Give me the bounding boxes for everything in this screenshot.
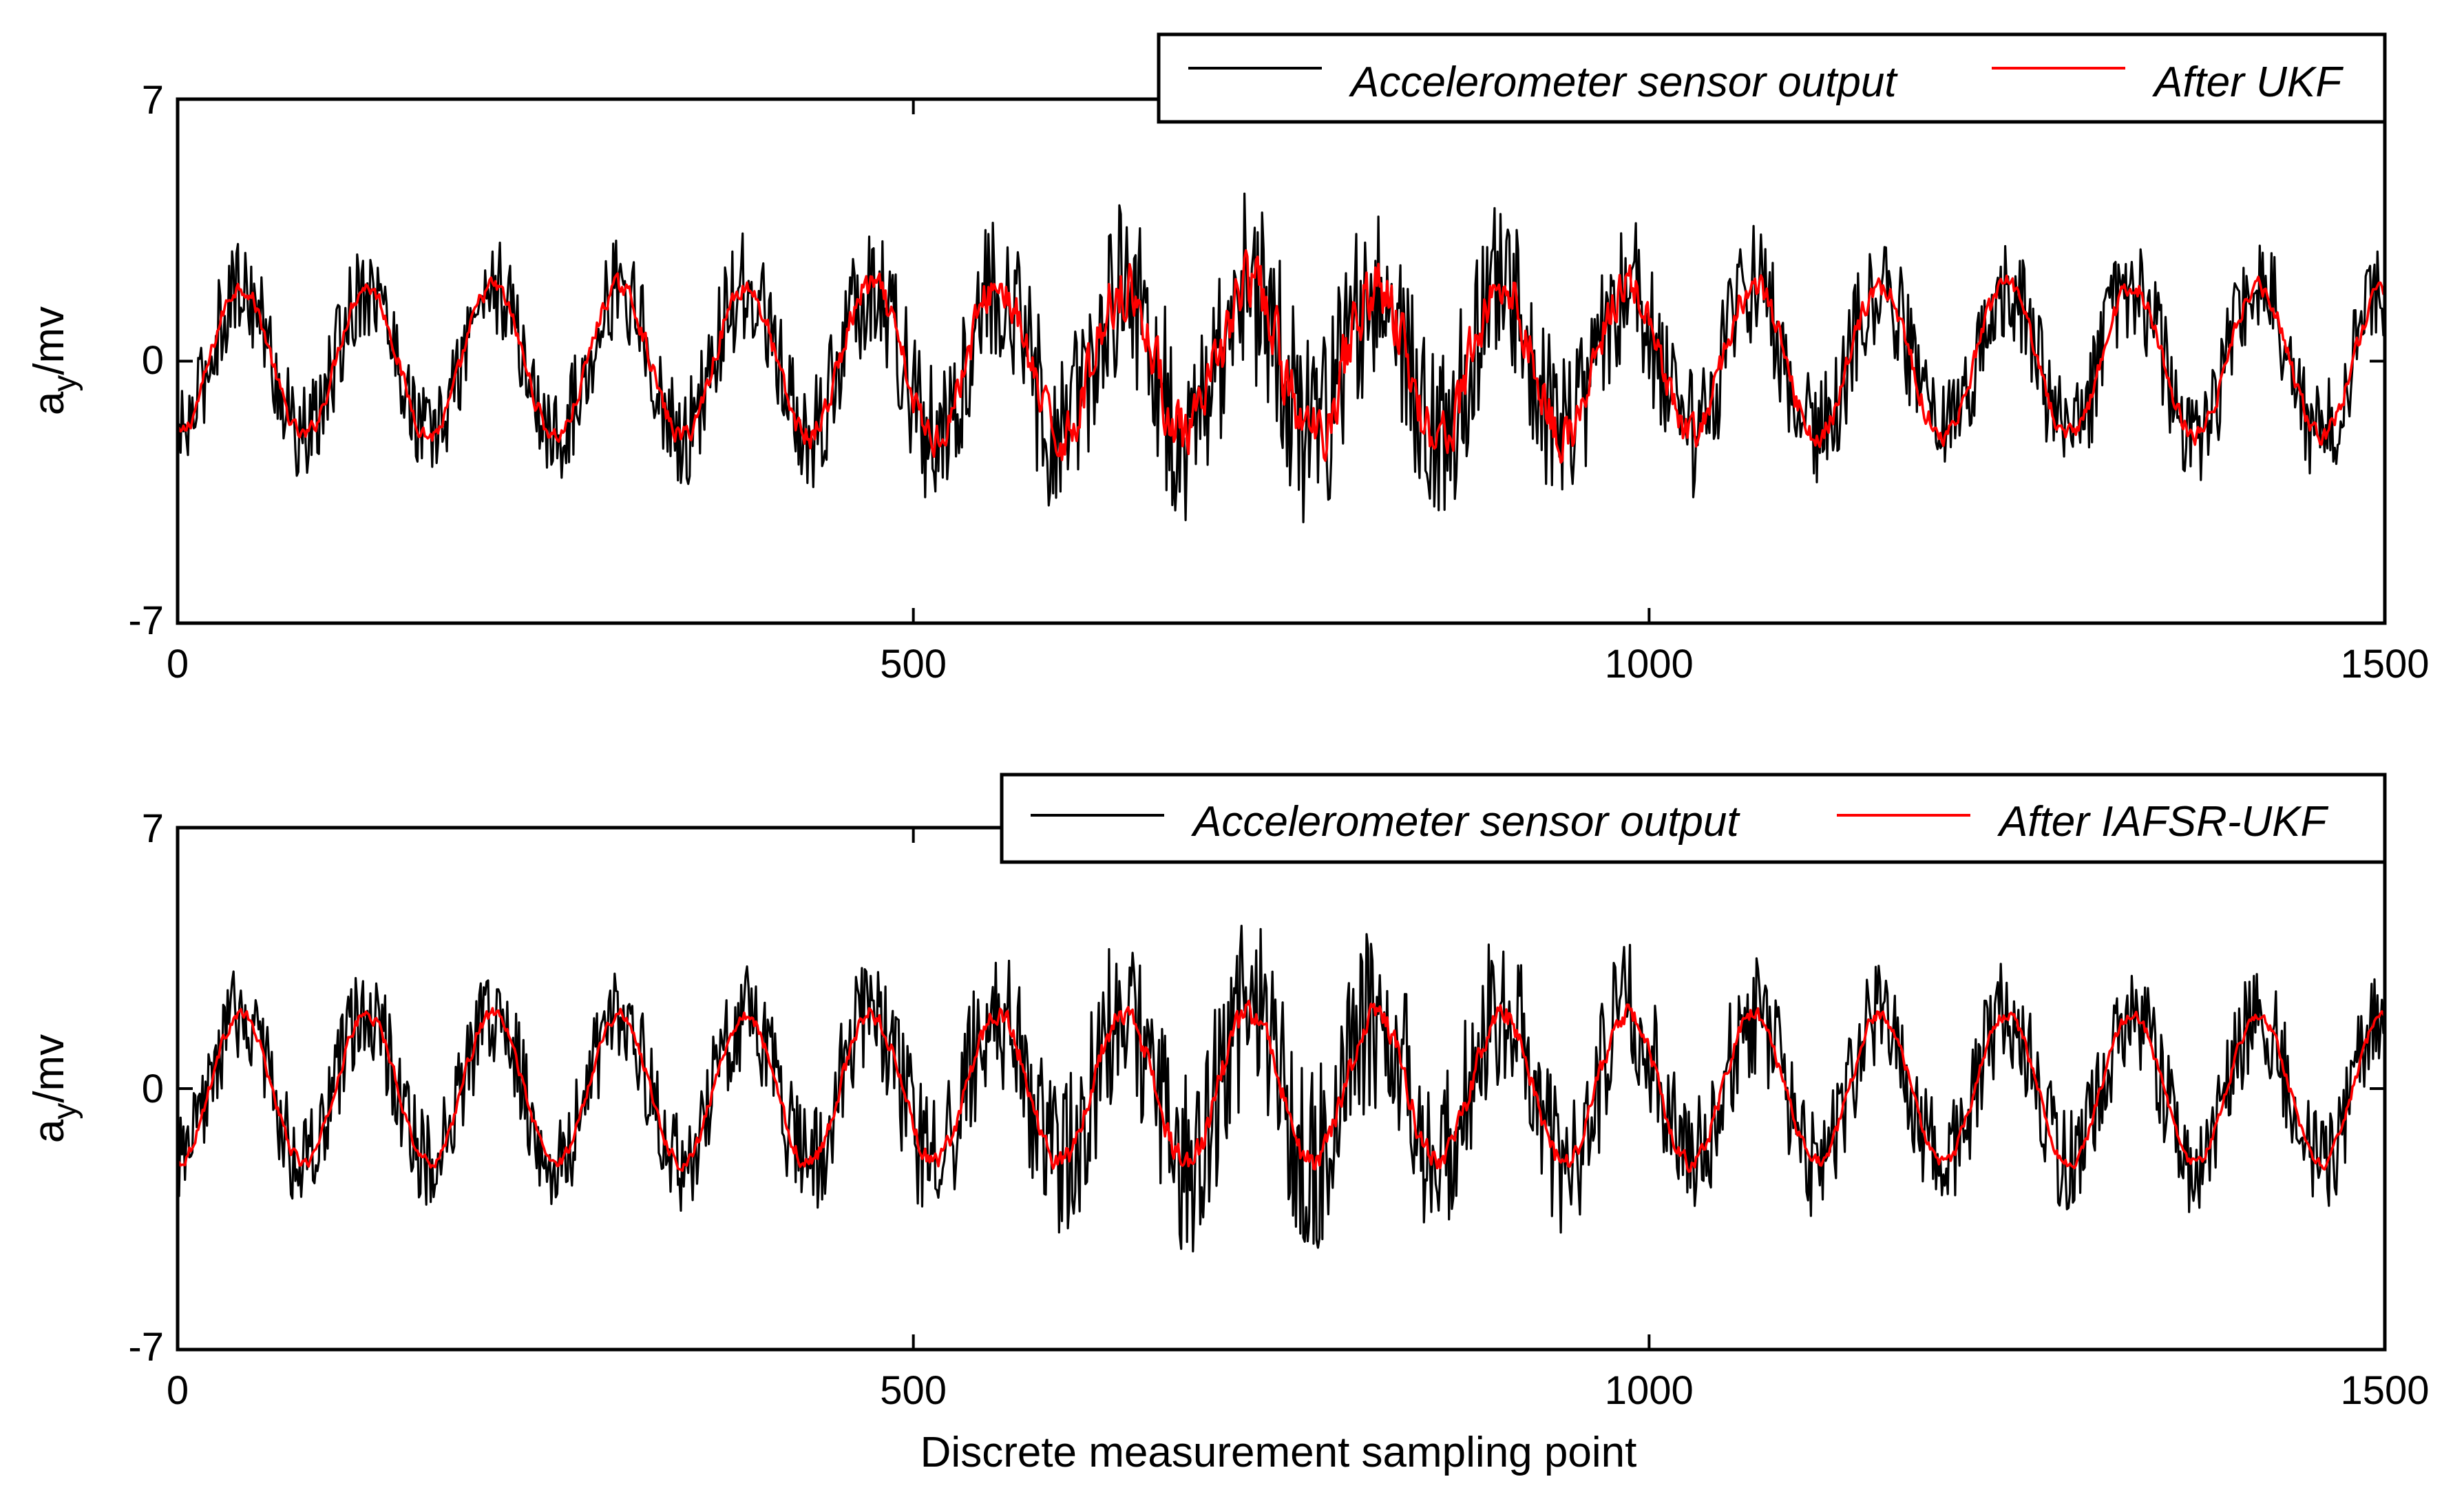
top-ytick-label: 7 bbox=[142, 78, 164, 123]
bottom-legend: Accelerometer sensor output After IAFSR-… bbox=[1000, 773, 2387, 864]
bottom-legend-box bbox=[1000, 773, 2387, 864]
bottom-y-axis-label: ay/mv bbox=[25, 1034, 83, 1143]
bottom-series-filtered-output-line bbox=[177, 999, 2386, 1173]
bottom-xtick-label: 0 bbox=[167, 1368, 189, 1413]
top-xtick-label: 1500 bbox=[2340, 642, 2429, 686]
bottom-ytick-label: -7 bbox=[128, 1325, 164, 1370]
bottom-ytick-label: 7 bbox=[142, 806, 164, 851]
top-series-filtered-output-line bbox=[176, 249, 2386, 464]
bottom-xtick-label: 1000 bbox=[1605, 1368, 1694, 1413]
x-axis-label: Discrete measurement sampling point bbox=[920, 1429, 1637, 1476]
bottom-ytick-label: 0 bbox=[142, 1067, 164, 1111]
bottom-xtick-label: 500 bbox=[880, 1368, 947, 1413]
top-legend-label-ukf: After UKF bbox=[2151, 59, 2344, 106]
top-xtick-label: 1000 bbox=[1605, 642, 1694, 686]
top-xtick-label: 500 bbox=[880, 642, 947, 686]
bottom-panel: 7 0 -7 0 500 1000 1500 ay/mv Discrete me… bbox=[25, 773, 2430, 1476]
bottom-legend-label-iafsr: After IAFSR-UKF bbox=[1997, 798, 2329, 846]
top-legend: Accelerometer sensor output After UKF bbox=[1157, 32, 2387, 124]
bottom-series-layer bbox=[176, 924, 2386, 1252]
top-ytick-label: -7 bbox=[128, 598, 164, 643]
top-legend-label-sensor: Accelerometer sensor output bbox=[1348, 59, 1898, 106]
top-y-axis-label: ay/mv bbox=[25, 306, 83, 415]
top-ytick-label: 0 bbox=[142, 338, 164, 383]
bottom-xtick-label: 1500 bbox=[2340, 1368, 2429, 1413]
bottom-legend-label-sensor: Accelerometer sensor output bbox=[1190, 798, 1740, 846]
top-series-sensor-output-line bbox=[177, 192, 2386, 524]
top-legend-box bbox=[1157, 32, 2387, 124]
top-series-layer bbox=[176, 192, 2386, 524]
top-panel: 7 0 -7 0 500 1000 1500 ay/mv Acceleromet… bbox=[25, 32, 2430, 686]
top-xtick-label: 0 bbox=[167, 642, 189, 686]
